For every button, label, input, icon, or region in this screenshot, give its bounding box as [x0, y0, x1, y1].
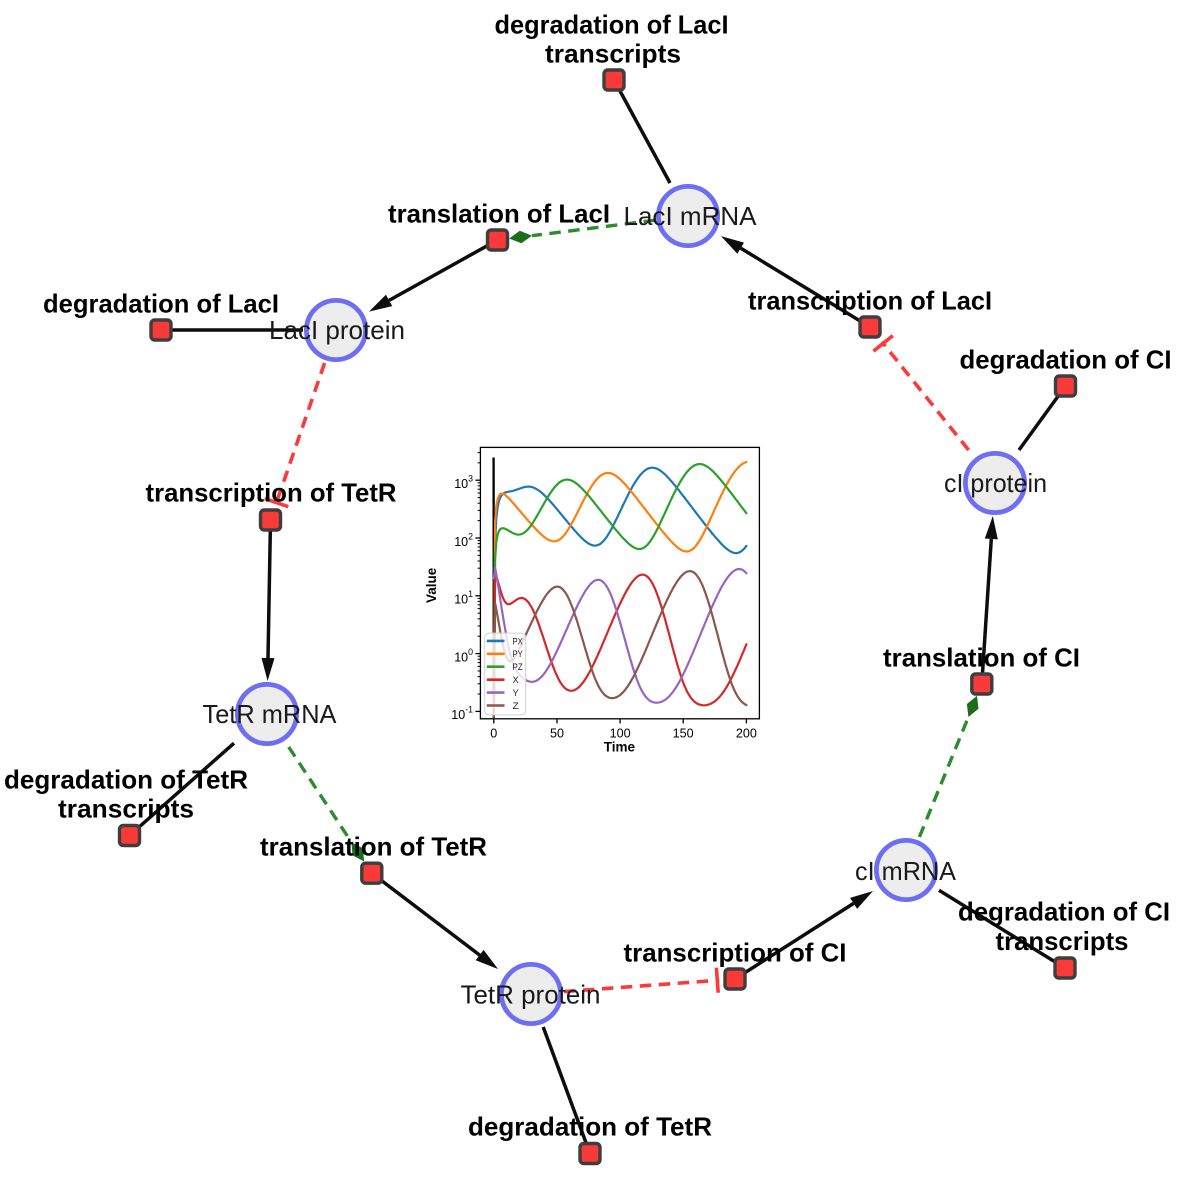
svg-text:cI mRNA: cI mRNA — [855, 856, 957, 886]
svg-text:Z: Z — [513, 701, 519, 712]
svg-text:Y: Y — [513, 688, 520, 699]
svg-text:degradation of CI: degradation of CI — [960, 345, 1172, 375]
svg-text:transcripts: transcripts — [58, 794, 194, 824]
svg-text:transcripts: transcripts — [996, 926, 1129, 956]
svg-text:degradation of LacI: degradation of LacI — [495, 10, 729, 40]
svg-text:PX: PX — [513, 636, 524, 647]
svg-text:200: 200 — [736, 726, 757, 740]
svg-text:PY: PY — [513, 649, 524, 660]
svg-text:translation of LacI: translation of LacI — [388, 199, 610, 229]
svg-text:transcription of CI: transcription of CI — [624, 938, 847, 968]
svg-text:degradation of TetR: degradation of TetR — [4, 765, 248, 795]
svg-text:degradation of CI: degradation of CI — [958, 897, 1170, 927]
svg-text:translation of TetR: translation of TetR — [260, 832, 487, 862]
svg-text:X: X — [513, 675, 520, 686]
svg-text:TetR protein: TetR protein — [461, 980, 601, 1010]
svg-text:cI protein: cI protein — [944, 468, 1047, 498]
svg-text:Time: Time — [604, 740, 636, 755]
svg-text:LacI protein: LacI protein — [269, 315, 405, 345]
svg-text:degradation of LacI: degradation of LacI — [43, 289, 279, 319]
svg-text:100: 100 — [610, 726, 631, 740]
svg-text:TetR mRNA: TetR mRNA — [203, 699, 338, 729]
svg-text:transcripts: transcripts — [545, 39, 681, 69]
svg-text:0: 0 — [490, 726, 497, 740]
svg-text:LacI mRNA: LacI mRNA — [624, 201, 758, 231]
svg-text:50: 50 — [550, 726, 564, 740]
svg-text:degradation of TetR: degradation of TetR — [468, 1112, 712, 1142]
svg-text:150: 150 — [673, 726, 694, 740]
svg-text:PZ: PZ — [513, 662, 523, 673]
svg-text:transcription of LacI: transcription of LacI — [748, 286, 992, 316]
svg-text:transcription of TetR: transcription of TetR — [146, 478, 397, 508]
svg-text:Value: Value — [424, 567, 439, 603]
svg-text:translation of CI: translation of CI — [883, 643, 1080, 673]
